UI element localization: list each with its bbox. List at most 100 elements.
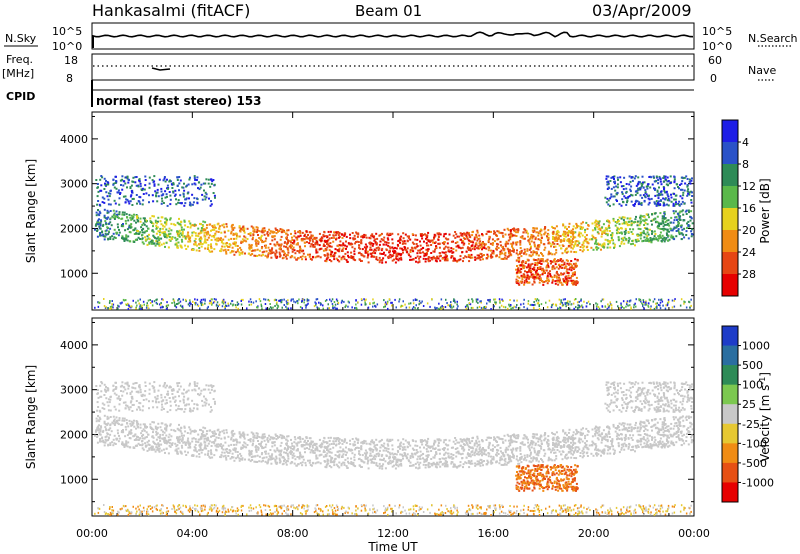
power-cell (560, 281, 563, 284)
power-cell (375, 256, 378, 259)
power-cell (166, 204, 169, 207)
power-cell (312, 245, 315, 248)
power-cell (158, 303, 161, 306)
power-cell (616, 176, 619, 179)
power-cell (325, 258, 328, 261)
power-cell (118, 203, 121, 206)
power-cell (585, 234, 588, 237)
power-cell (599, 229, 602, 232)
power-cell (446, 242, 449, 245)
power-cell (507, 242, 510, 245)
power-cell (512, 306, 514, 309)
power-cell (139, 202, 142, 205)
power-cell (575, 251, 578, 254)
power-cell (558, 277, 561, 280)
power-cell (293, 256, 296, 259)
power-cell (640, 185, 643, 187)
power-cell (667, 298, 670, 301)
power-cell (653, 187, 655, 190)
power-cell (636, 224, 639, 227)
cpid-label: CPID (6, 90, 35, 103)
power-cell (188, 304, 191, 307)
power-cell (278, 230, 281, 232)
power-cell (657, 235, 660, 238)
power-cell (505, 240, 508, 243)
power-cell (578, 242, 581, 245)
velocity-cell (263, 439, 266, 442)
power-cell (215, 237, 218, 240)
power-cell (389, 234, 392, 236)
power-cell (499, 240, 502, 243)
power-cell (307, 234, 309, 236)
velocity-cell (598, 426, 601, 429)
power-cell (547, 236, 550, 239)
power-cell (456, 307, 458, 310)
power-cell (179, 202, 182, 204)
power-cell (521, 276, 524, 279)
power-cell (109, 192, 112, 195)
power-cell (134, 227, 137, 230)
power-cell (628, 236, 631, 239)
power-cell (636, 192, 639, 195)
power-cell (121, 188, 124, 191)
power-cell (553, 259, 555, 262)
power-cell (673, 219, 676, 222)
velocity-cell (547, 456, 550, 459)
velocity-cell (529, 443, 532, 446)
power-cell (113, 186, 116, 189)
power-cell (480, 301, 482, 304)
power-cell (525, 261, 527, 264)
power-cell (147, 307, 150, 310)
power-cell (613, 178, 615, 180)
power-cell (407, 236, 410, 239)
power-cell (131, 204, 134, 206)
power-cell (670, 228, 673, 231)
power-cell (180, 226, 183, 229)
power-cell (426, 238, 429, 241)
power-cell (145, 225, 148, 228)
velocity-cell (360, 448, 363, 450)
power-cell (237, 303, 240, 305)
power-cell (202, 298, 205, 301)
velocity-cell (380, 438, 383, 441)
power-cell (248, 243, 251, 246)
power-cell (107, 307, 109, 310)
power-cell (369, 248, 371, 251)
power-cell (661, 234, 664, 237)
power-cell (199, 300, 202, 303)
power-cell (366, 250, 369, 253)
power-cell (193, 243, 196, 246)
power-cell (289, 256, 292, 259)
power-cell (554, 227, 556, 230)
power-cell (544, 246, 547, 249)
power-cell (412, 306, 415, 308)
power-cell (560, 301, 562, 304)
power-cell (522, 273, 525, 276)
power-cell (597, 306, 600, 308)
power-cell (266, 256, 269, 259)
power-cell (194, 232, 197, 235)
power-cell (141, 229, 144, 231)
power-cell (411, 241, 414, 244)
power-cell (515, 235, 518, 237)
power-cell (233, 226, 236, 229)
power-cell (666, 304, 669, 307)
power-cell (316, 241, 319, 244)
power-cell (327, 230, 330, 233)
power-cell (94, 228, 96, 231)
velocity-cell (653, 436, 656, 439)
power-cell (619, 307, 621, 310)
power-cell (193, 175, 196, 178)
power-cell (160, 243, 163, 246)
power-cell (163, 232, 166, 235)
velocity-cell (343, 461, 346, 464)
power-cell (354, 307, 356, 309)
velocity-colorbar-segment (722, 482, 738, 503)
power-cell (490, 249, 492, 252)
power-cell (570, 232, 573, 235)
power-cell (510, 304, 512, 306)
power-cell (164, 217, 167, 220)
velocity-cell (304, 461, 307, 464)
power-cell (255, 300, 257, 303)
